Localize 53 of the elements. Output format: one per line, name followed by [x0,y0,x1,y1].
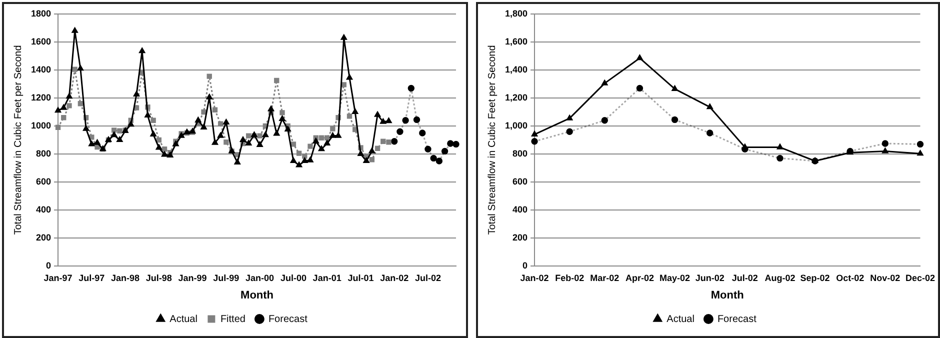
x-tick-label: May-02 [660,272,690,283]
y-tick-label: 0 [46,260,52,270]
x-tick-label: Jul-02 [414,272,441,283]
legend-label: Fitted [220,314,246,325]
y-tick-label: 1,000 [504,120,528,130]
x-tick-label: Jan-02 [520,272,549,283]
x-tick-label: Dec-02 [905,272,936,283]
y-tick-label: 800 [36,148,52,158]
x-tick-label: Oct-02 [836,272,864,283]
x-tick-label: Jan-01 [312,272,342,283]
y-tick-label: 1,600 [504,36,528,46]
legend-label: Forecast [717,314,757,325]
legend-label: Actual [170,314,198,325]
x-tick-label: Feb-02 [555,272,584,283]
legend-label: Actual [666,314,694,325]
y-tick-label: 400 [36,204,52,214]
x-tick-label: Jan-97 [44,272,72,283]
x-tick-label: Jul-00 [280,272,306,283]
y-tick-label: 1200 [30,92,52,102]
x-tick-label: Jul-97 [78,272,105,283]
x-tick-label: Nov-02 [870,272,900,283]
y-tick-label: 1,200 [504,92,528,102]
x-tick-label: Jun-02 [695,272,724,283]
y-tick-label: 200 [36,232,52,242]
x-tick-label: Jul-98 [146,272,172,283]
x-tick-label: Mar-02 [590,272,620,283]
x-tick-label: Jan-99 [178,272,207,283]
y-tick-label: 600 [36,176,52,186]
x-tick-label: Jul-99 [213,272,240,283]
y-tick-label: 400 [512,204,528,214]
y-tick-label: 0 [522,260,528,270]
x-tick-label: Jan-00 [246,272,274,283]
x-tick-label: Jan-02 [380,272,409,283]
x-tick-label: Aug-02 [764,272,796,283]
y-tick-label: 1000 [30,120,52,130]
x-tick-label: Sep-02 [800,272,830,283]
x-tick-label: Jul-02 [732,272,758,283]
x-tick-label: Apr-02 [625,272,654,283]
y-axis-title: Total Streamflow in Cubic Feet per Second [486,45,498,235]
x-tick-label: Jan-98 [111,272,140,283]
y-tick-label: 800 [512,148,528,158]
y-tick-label: 1,800 [504,8,528,18]
x-tick-label: Jul-01 [348,272,374,283]
y-tick-label: 200 [512,232,528,242]
y-tick-label: 1800 [30,8,52,18]
y-axis-title: Total Streamflow in Cubic Feet per Second [12,45,24,235]
legend-label: Forecast [268,314,308,325]
y-tick-label: 1400 [30,64,52,74]
x-axis-title: Month [240,289,274,302]
y-tick-label: 600 [512,176,528,186]
x-axis-title: Month [710,289,744,302]
y-tick-label: 1,400 [504,64,528,74]
y-tick-label: 1600 [30,36,52,46]
